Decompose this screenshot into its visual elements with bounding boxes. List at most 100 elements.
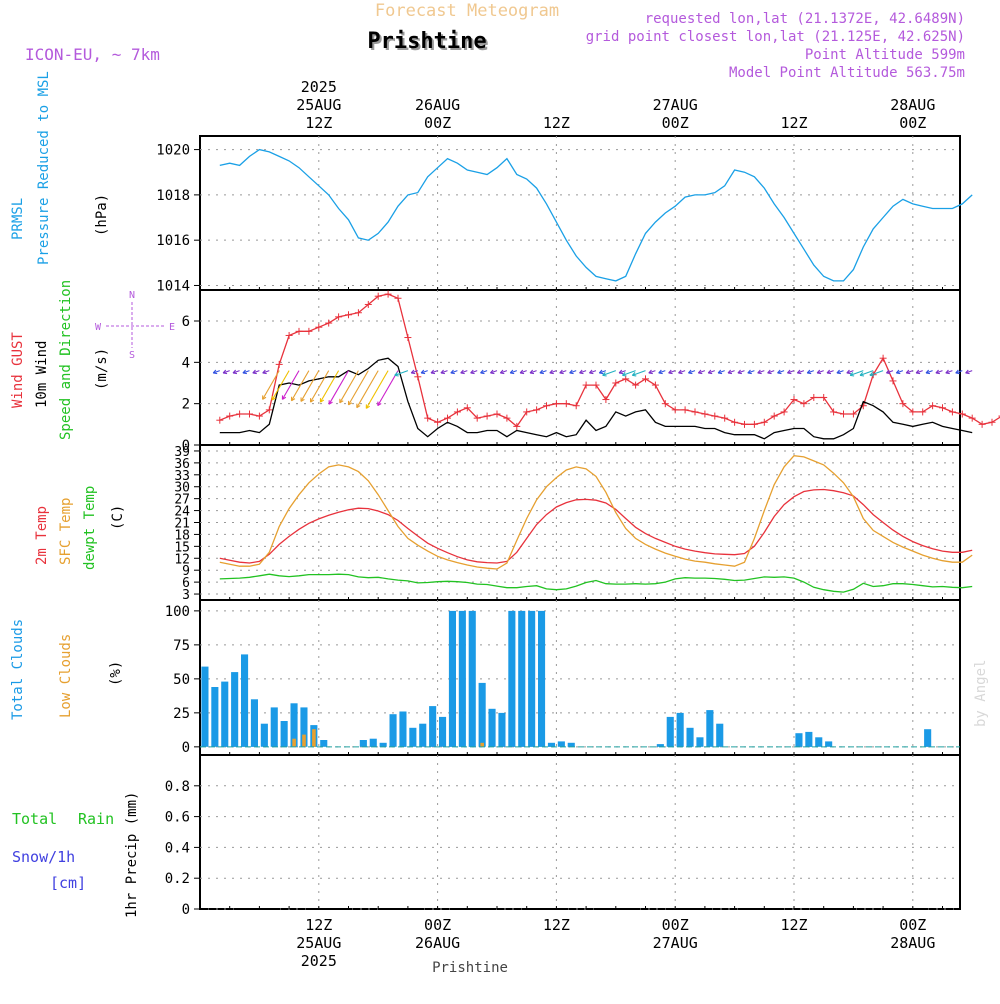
pressure-ytick-label: 1016 [156,233,190,249]
precipitation-ytick-label: 0.4 [165,840,190,856]
bottom-time-label: 2025 [301,952,337,970]
wind-unit: (m/s) [94,348,110,390]
wind-arrow [580,370,587,374]
gust-marker [325,320,332,327]
wind-arrow [500,370,507,374]
wind-arrow-shaft [301,371,319,402]
wind-arrow-head [669,373,673,374]
wind-arrow [837,370,844,374]
wind-arrow [441,370,448,374]
pressure-ytick-label: 1018 [156,188,190,204]
wind-arrow [827,370,834,374]
bottom-time-label: 27AUG [653,934,698,952]
top-time-label: 2025 [301,78,337,96]
gust-marker [721,415,728,422]
wind-arrow-head [570,373,574,374]
gust-marker [800,400,807,407]
gust-marker [929,402,936,409]
wind-arrow-head [253,373,257,374]
wind-arrow [349,371,369,405]
precipitation-ytick-label: 0.8 [165,779,190,795]
gust-marker [731,419,738,426]
pressure-unit: (hPa) [94,194,110,236]
gust-marker [711,413,718,420]
compass-e: E [169,322,175,333]
gust-marker [751,421,758,428]
clouds-bar-0 [825,741,832,746]
clouds-bar-0 [271,707,278,746]
compass-w: W [95,322,102,333]
clouds-bar-0 [716,724,723,747]
wind-arrow-head [441,373,445,374]
wind-arrow-head [817,373,821,374]
clouds-bar-0 [399,712,406,747]
precipitation-ytick-label: 0 [182,902,190,918]
wind-ytick-label: 4 [182,355,190,371]
wind-labels: Wind GUST 10m Wind Speed and Direction (… [10,280,175,440]
top-time-label: 26AUG [415,96,460,114]
wind-arrow [936,370,943,374]
clouds-bar-1 [292,739,296,747]
precipitation-panel: 00.20.40.60.8 [165,755,960,918]
gust-marker [949,408,956,415]
wind-arrow-shaft [366,371,388,409]
wind-arrow [926,370,933,374]
clouds-bar-0 [241,654,248,747]
gust-marker [969,415,976,422]
wind-arrow-shaft [349,371,369,405]
gridpoint-coords: grid point closest lon,lat (21.125E, 42.… [586,29,965,45]
clouds-bar-0 [320,740,327,747]
wind-arrow [461,370,468,374]
wind-arrow [395,371,408,376]
gust-marker [494,411,501,418]
wind-arrow-head [926,373,930,374]
wind-arrow-head [263,373,267,374]
rain-total-label: Total [12,810,57,828]
clouds-bar-0 [795,733,802,747]
gust-marker [563,400,570,407]
wind-arrow-head [510,373,514,374]
wind-arrow-head [946,373,950,374]
clouds-bar-0 [409,728,416,747]
gust-marker [414,373,421,380]
top-time-label: 00Z [662,114,689,132]
wind-arrow-head [431,373,435,374]
wind-arrow [817,370,824,374]
gust-marker [385,291,392,298]
gust-marker [662,400,669,407]
wind-arrow [253,370,260,374]
clouds-bar-0 [687,728,694,747]
gust-marker [296,328,303,335]
wind-arrow [966,370,973,374]
wind-arrow-head [708,373,712,374]
clouds-bar-0 [429,706,436,747]
wind-arrow [301,371,319,402]
wind-arrow [520,370,527,374]
clouds-ytick-label: 0 [182,740,190,756]
rain-unit: 1hr Precip (mm) [124,792,140,918]
wind-dir-label: Speed and Direction [58,280,74,440]
gust-marker [741,421,748,428]
wind-arrow [570,370,577,374]
wind-arrow [340,371,359,403]
precipitation-ytick-label: 0.2 [165,871,190,887]
wind-arrow-shaft [340,371,359,403]
wind-arrow [728,370,735,374]
gust-marker [484,413,491,420]
clouds-bar-0 [924,729,931,747]
wind-arrow [797,370,804,374]
gust-marker [989,419,996,426]
temp-sfc-label: SFC Temp [58,498,74,565]
wind-arrow-head [688,373,692,374]
wind-arrow-head [619,373,623,374]
clouds-bar-0 [261,724,268,747]
clouds-bar-0 [360,740,367,747]
gust-marker [672,406,679,413]
wind-arrow [320,371,338,403]
wind-arrow [366,371,388,409]
wind-arrow-head [395,375,399,376]
gust-marker [444,415,451,422]
